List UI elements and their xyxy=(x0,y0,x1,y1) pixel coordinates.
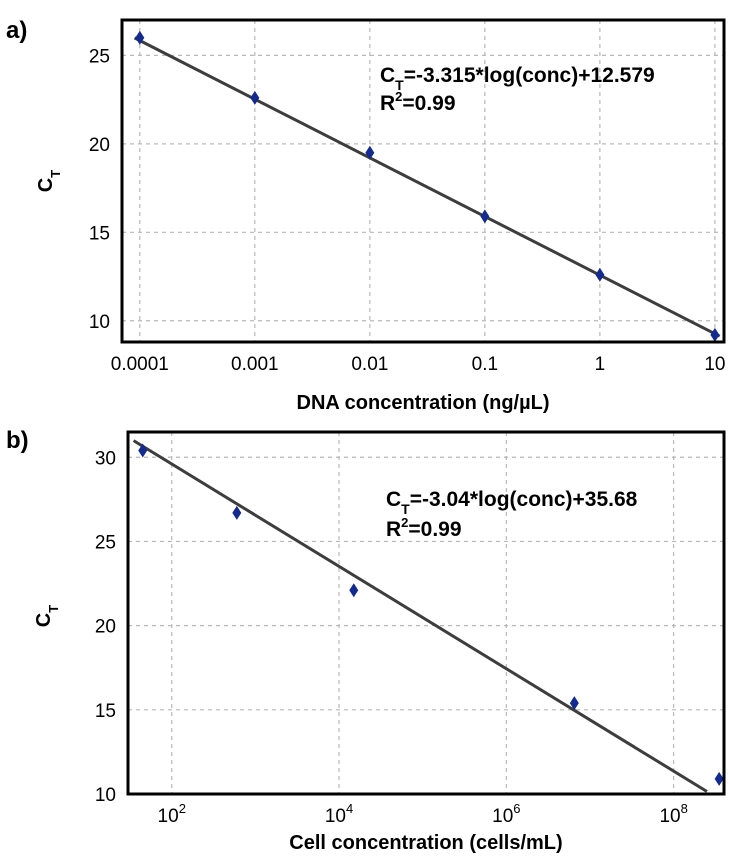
panel-a-data-point xyxy=(480,209,490,224)
panel-b-y-tick-label: 15 xyxy=(95,701,116,722)
panel-b-data-point xyxy=(232,505,242,520)
panel-a-y-tick-label: 15 xyxy=(89,223,110,244)
panel-b-x-tick-label: 106 xyxy=(492,801,520,827)
panel-b-x-ticks: 102 104 106 108 xyxy=(158,801,688,827)
panel-a-points xyxy=(135,30,720,342)
panel-a-equation: CT=-3.315*log(conc)+12.579 xyxy=(380,64,655,93)
panel-a-y-axis-title-sub: T xyxy=(48,170,63,178)
panel-b-plot-frame xyxy=(126,430,726,796)
panel-a-r2-base: R xyxy=(380,92,395,115)
panel-a-label: a) xyxy=(6,17,27,44)
panel-b-y-tick-label: 25 xyxy=(95,532,116,553)
panel-b-x-tick-label: 102 xyxy=(158,801,186,827)
panel-b-y-axis-title: CT xyxy=(33,605,61,627)
panel-a-x-ticks: 0.0001 0.001 0.01 0.1 1 10 xyxy=(111,354,726,375)
panel-a-x-tick-label: 10 xyxy=(704,354,725,375)
panel-b-regression-line xyxy=(132,439,708,793)
panel-b-y-tick-label: 10 xyxy=(95,785,116,806)
panel-b-r2-base: R xyxy=(386,518,401,541)
panel-a-y-axis-title-base: C xyxy=(35,178,57,192)
panel-a-data-point xyxy=(710,327,720,342)
panel-b-x-axis-title: Cell concentration (cells/mL) xyxy=(289,832,562,854)
panel-a-y-tick-label: 25 xyxy=(89,46,110,67)
panel-b-data-point xyxy=(714,771,724,786)
panel-b-equation-rhs: =-3.04*log(conc)+35.68 xyxy=(410,488,638,511)
panel-a-x-axis-title: DNA concentration (ng/µL) xyxy=(297,392,550,414)
svg-text:CT: CT xyxy=(33,605,61,627)
panel-a-r2-rest: =0.99 xyxy=(402,92,455,115)
panel-b-r2-sup: 2 xyxy=(401,515,408,530)
panel-a-data-point xyxy=(595,267,605,282)
panel-a-equation-lhs: C xyxy=(380,64,395,87)
panel-a-x-tick-label: 0.0001 xyxy=(111,354,169,375)
panel-a-x-tick-label: 1 xyxy=(595,354,606,375)
panel-b-data-point xyxy=(138,443,148,458)
panel-a-equation-rhs: =-3.315*log(conc)+12.579 xyxy=(404,64,655,87)
panel-a-grid xyxy=(122,20,724,342)
panel-b-data-point xyxy=(569,696,579,711)
panel-b-x-tick-label: 108 xyxy=(659,801,687,827)
panel-b-equation-lhs: C xyxy=(386,488,401,511)
panel-a-data-point xyxy=(250,90,260,105)
panel-b-x-tick-label: 104 xyxy=(325,801,353,827)
panel-a-r2: R2=0.99 xyxy=(380,89,456,115)
panel-b-r2-rest: =0.99 xyxy=(408,518,461,541)
panel-a-x-tick-label: 0.01 xyxy=(351,354,388,375)
panel-a-data-point xyxy=(365,145,375,160)
panel-b-fit-line xyxy=(132,439,708,793)
svg-text:CT: CT xyxy=(35,170,63,192)
panel-a-y-tick-label: 20 xyxy=(89,135,110,156)
panel-b-y-tick-label: 20 xyxy=(95,617,116,638)
panel-a-data-point xyxy=(135,30,145,45)
panel-a-x-tick-label: 0.1 xyxy=(472,354,498,375)
panel-b-label: b) xyxy=(6,427,29,454)
panel-b-equation: CT=-3.04*log(conc)+35.68 xyxy=(386,488,638,517)
panel-a-regression-line xyxy=(133,36,721,338)
panel-b-data-point xyxy=(349,583,359,598)
panel-b-y-axis-title-sub: T xyxy=(46,605,61,613)
panel-a-r2-sup: 2 xyxy=(395,89,402,104)
panel-a-plot-frame xyxy=(120,18,726,344)
panel-a-x-tick-label: 0.001 xyxy=(231,354,279,375)
panel-b-equation-sub: T xyxy=(401,501,410,517)
panel-a-y-tick-label: 10 xyxy=(89,312,110,333)
panel-b-y-axis-title-base: C xyxy=(33,613,55,627)
panel-b-r2: R2=0.99 xyxy=(386,515,462,541)
panel-a-fit-line xyxy=(133,36,721,338)
panel-b-y-tick-label: 30 xyxy=(95,448,116,469)
panel-a-y-ticks: 10 15 20 25 xyxy=(89,46,110,332)
panel-b-grid xyxy=(128,432,724,795)
panel-b-points xyxy=(138,443,724,786)
panel-b-y-ticks: 10 15 20 25 30 xyxy=(95,448,116,806)
panel-a-y-axis-title: CT xyxy=(35,170,63,192)
panel-a-equation-sub: T xyxy=(395,77,404,93)
